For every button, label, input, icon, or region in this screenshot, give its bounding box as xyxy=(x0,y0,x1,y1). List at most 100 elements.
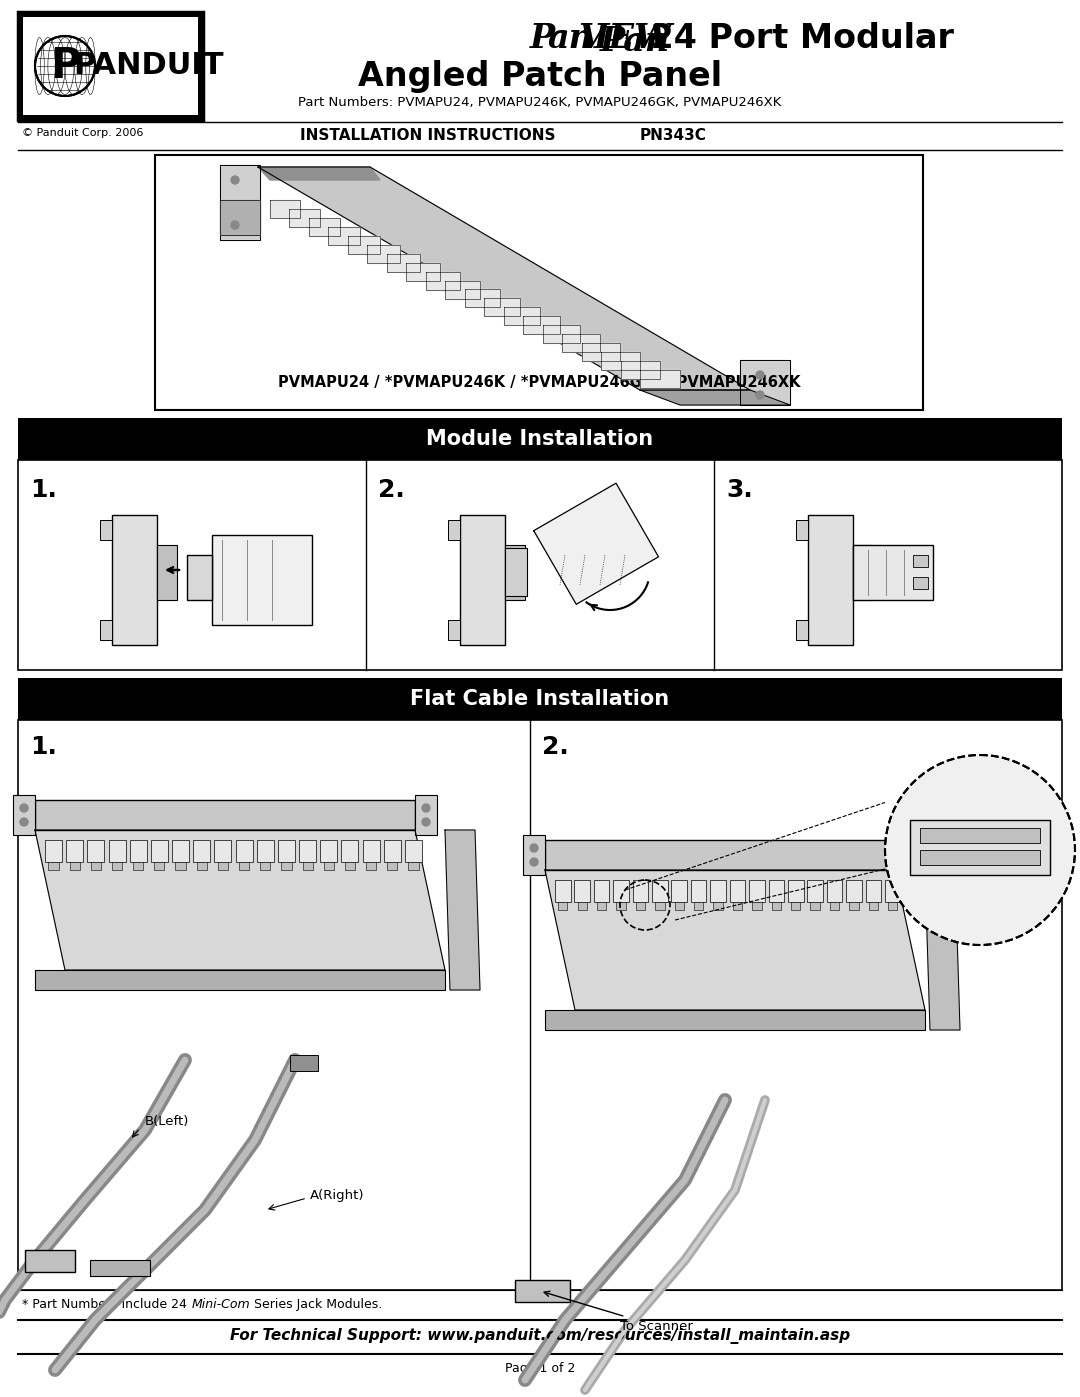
Polygon shape xyxy=(445,830,480,990)
Circle shape xyxy=(422,805,430,812)
Circle shape xyxy=(35,36,95,96)
Polygon shape xyxy=(426,271,460,289)
Polygon shape xyxy=(640,390,789,405)
Bar xyxy=(920,828,1040,842)
Bar xyxy=(448,520,460,541)
Bar xyxy=(278,840,295,862)
Circle shape xyxy=(902,844,910,852)
Bar xyxy=(299,840,316,862)
Bar xyxy=(885,880,901,902)
Polygon shape xyxy=(387,254,420,271)
Polygon shape xyxy=(309,218,340,236)
Polygon shape xyxy=(220,200,260,235)
Polygon shape xyxy=(621,360,660,379)
Bar xyxy=(829,902,839,909)
Bar xyxy=(633,880,648,902)
Text: IEW: IEW xyxy=(594,22,673,54)
Bar xyxy=(460,515,505,645)
Bar xyxy=(827,880,842,902)
Bar xyxy=(505,548,527,597)
Polygon shape xyxy=(484,299,519,317)
Bar xyxy=(558,902,567,909)
Bar xyxy=(656,902,664,909)
Bar xyxy=(108,840,125,862)
Bar xyxy=(257,840,273,862)
Bar xyxy=(913,577,928,590)
Bar xyxy=(913,555,928,567)
Text: PN343C: PN343C xyxy=(640,129,707,142)
Bar xyxy=(91,862,100,870)
Bar xyxy=(714,902,723,909)
Bar xyxy=(66,840,83,862)
Text: 2.: 2. xyxy=(378,478,405,502)
Bar xyxy=(235,840,253,862)
Bar xyxy=(18,678,1062,719)
Bar xyxy=(505,545,525,599)
Bar xyxy=(49,862,58,870)
Text: Angled Patch Panel: Angled Patch Panel xyxy=(357,60,723,94)
Circle shape xyxy=(530,858,538,866)
Text: PANDUIT: PANDUIT xyxy=(72,52,224,81)
Polygon shape xyxy=(640,370,680,388)
Polygon shape xyxy=(542,326,580,344)
Bar xyxy=(112,862,122,870)
Bar xyxy=(18,418,1062,460)
Bar xyxy=(691,880,706,902)
Bar xyxy=(18,13,203,120)
Bar xyxy=(415,795,437,835)
Bar xyxy=(215,840,231,862)
Bar xyxy=(23,17,198,115)
Bar xyxy=(652,880,667,902)
Polygon shape xyxy=(924,870,960,1030)
Text: Page 1 of 2: Page 1 of 2 xyxy=(504,1362,576,1375)
Bar xyxy=(302,862,313,870)
Bar xyxy=(133,862,144,870)
Text: P: P xyxy=(530,22,555,54)
Bar xyxy=(345,862,355,870)
Bar xyxy=(796,520,808,541)
Polygon shape xyxy=(503,307,540,326)
Bar xyxy=(156,155,923,409)
Text: Flat Cable Installation: Flat Cable Installation xyxy=(410,689,670,710)
Bar xyxy=(791,902,800,909)
Text: V: V xyxy=(578,22,604,54)
Bar xyxy=(408,862,419,870)
Text: INSTALLATION INSTRUCTIONS: INSTALLATION INSTRUCTIONS xyxy=(300,129,555,142)
Circle shape xyxy=(21,805,28,812)
Bar xyxy=(617,902,625,909)
Bar xyxy=(100,620,112,640)
Polygon shape xyxy=(406,263,440,281)
Bar xyxy=(808,515,853,645)
Bar xyxy=(868,902,878,909)
Bar xyxy=(636,902,645,909)
Bar xyxy=(18,460,1062,671)
Polygon shape xyxy=(348,236,380,254)
Bar xyxy=(730,880,745,902)
Bar xyxy=(771,902,781,909)
Bar xyxy=(239,862,249,870)
Polygon shape xyxy=(602,352,640,370)
Polygon shape xyxy=(289,210,320,226)
Polygon shape xyxy=(445,281,480,299)
Bar xyxy=(321,840,337,862)
Bar xyxy=(545,840,895,870)
Bar xyxy=(341,840,359,862)
Bar xyxy=(578,902,586,909)
Bar xyxy=(545,1010,924,1030)
Bar xyxy=(172,840,189,862)
Polygon shape xyxy=(35,830,445,970)
Text: 24 Port Modular: 24 Port Modular xyxy=(639,22,954,54)
Polygon shape xyxy=(258,168,380,180)
Text: © Panduit Corp. 2006: © Panduit Corp. 2006 xyxy=(22,129,144,138)
Bar xyxy=(810,902,820,909)
Text: P: P xyxy=(50,45,80,87)
Bar xyxy=(515,1280,570,1302)
Bar xyxy=(324,862,334,870)
Circle shape xyxy=(231,221,239,229)
Bar xyxy=(151,840,167,862)
Text: PVMAPU24 / *PVMAPU246K / *PVMAPU246GK / *PVMAPU246XK: PVMAPU24 / *PVMAPU246K / *PVMAPU246GK / … xyxy=(278,374,800,390)
Bar xyxy=(13,795,35,835)
Circle shape xyxy=(885,754,1075,944)
Bar xyxy=(849,902,859,909)
Bar xyxy=(895,835,917,875)
